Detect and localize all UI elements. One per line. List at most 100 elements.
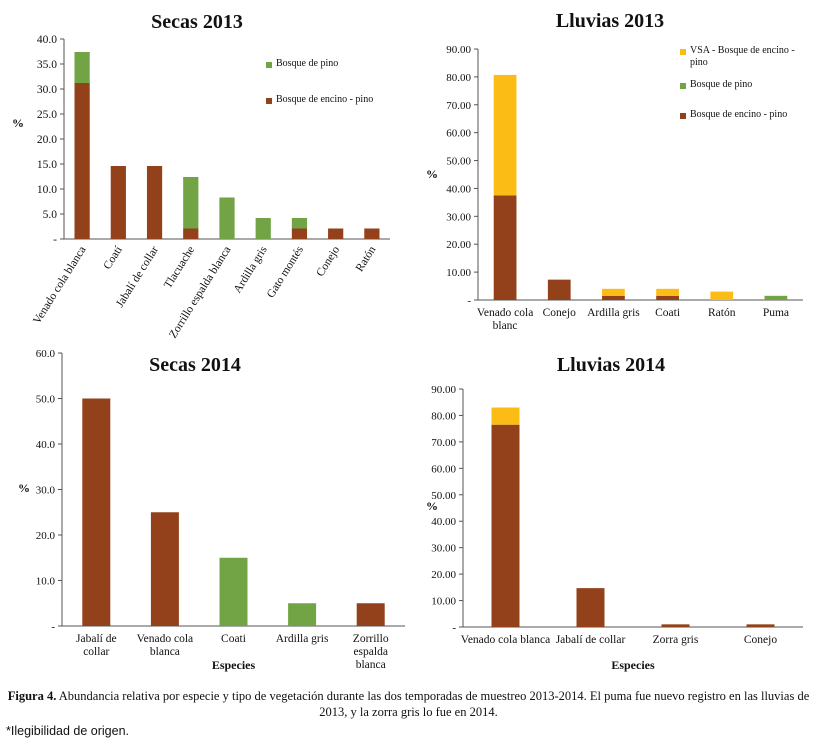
category-label: Jabalí de collar (556, 634, 626, 646)
caption-label: Figura 4. (7, 689, 57, 703)
bar-segment (493, 195, 517, 300)
y-tick-label: 25.0 (37, 109, 57, 121)
y-tick-label: - (467, 295, 471, 307)
legend-swatch (266, 62, 272, 68)
y-axis-label: % (426, 499, 438, 513)
bar-segment (146, 166, 163, 239)
chart-panel-2: Lluvias 2013 - 10.00 20.00 30.00 40.00 50.00 60… (426, 10, 803, 332)
bar-segment (82, 398, 111, 626)
category-label: Zorrillo espalda blanca (353, 633, 389, 671)
y-tick-label: - (452, 622, 456, 634)
y-tick-label: - (51, 621, 55, 633)
chart-panel-3: Secas 2014 - 10.0 20.0 30.0 40.0 50.0 60.0% Jaba… (18, 348, 405, 672)
y-tick-label: - (53, 234, 57, 246)
category-label: Conejo (543, 307, 576, 319)
legend-swatch (680, 113, 686, 119)
y-tick-label: 20.0 (36, 530, 56, 542)
y-tick-label: 90.00 (446, 44, 471, 56)
bar-segment (74, 83, 90, 239)
y-tick-label: 10.00 (446, 267, 471, 279)
category-label: Puma (763, 307, 789, 319)
bar-segment (219, 557, 248, 626)
y-tick-label: 20.00 (446, 239, 471, 251)
category-label: Venado cola blanca (461, 634, 550, 646)
y-tick-label: 40.00 (431, 516, 456, 528)
category-label: Coati (655, 307, 680, 319)
bar-segment (491, 424, 520, 627)
bar-segment (576, 588, 605, 627)
y-tick-label: 90.00 (431, 384, 456, 396)
bar-segment (602, 288, 625, 296)
bar-segment (183, 177, 199, 229)
y-tick-label: 20.00 (431, 569, 456, 581)
x-axis-label: Especies (611, 658, 655, 672)
category-label: Coati (221, 633, 246, 645)
legend-swatch (266, 98, 272, 104)
category-label: Venado cola blanca (31, 244, 89, 326)
chart-panel-1: Secas 2013 - 5.0 10.0 15.0 20.0 25.0 30.0 35.0 40… (12, 11, 390, 340)
category-label: Ardilla gris (276, 633, 329, 645)
bar-segment (183, 228, 199, 239)
legend-swatch (680, 49, 686, 55)
bar-segment (710, 291, 734, 300)
category-label: Ratón (354, 244, 379, 274)
y-tick-label: 10.0 (36, 576, 56, 588)
bar-segment (74, 52, 90, 83)
category-label: Ardilla gris (587, 307, 640, 319)
bar-segment (291, 228, 308, 239)
bar-segment (547, 279, 571, 300)
y-tick-label: 30.00 (446, 211, 471, 223)
category-label: Venado cola blanca (137, 633, 194, 658)
bar-segment (602, 295, 625, 300)
y-tick-label: 15.0 (37, 159, 57, 171)
chart-title: Secas 2013 (151, 11, 243, 33)
bar-segment (661, 624, 690, 627)
category-label: Zorra gris (653, 634, 699, 646)
legend-label: Bosque de encino - pino (276, 94, 373, 105)
figure-caption: Figura 4. Abundancia relativa por especi… (6, 688, 811, 720)
bar-segment (364, 228, 380, 239)
legend-label: Bosque de encino - pino (690, 109, 787, 120)
y-tick-label: 80.00 (431, 410, 456, 422)
y-tick-label: 30.0 (36, 485, 56, 497)
legend-label: VSA - Bosque de encino -pino (690, 45, 795, 68)
category-label: Ratón (708, 307, 736, 319)
bar-segment (150, 512, 179, 626)
bar-segment (110, 166, 126, 239)
footnote: *Ilegibilidad de origen. (6, 724, 130, 738)
category-label: Coatí (101, 244, 125, 272)
chart-title: Secas 2014 (149, 354, 241, 376)
y-tick-label: 10.0 (37, 184, 57, 196)
category-label: Tlacuache (162, 244, 197, 290)
bar-segment (656, 288, 679, 296)
y-axis-label: % (12, 116, 24, 130)
y-tick-label: 60.00 (431, 463, 456, 475)
y-tick-label: 50.00 (431, 490, 456, 502)
y-tick-label: 20.0 (37, 134, 57, 146)
y-tick-label: 70.00 (446, 100, 471, 112)
y-tick-label: 70.00 (431, 437, 456, 449)
caption-text: Abundancia relativa por especie y tipo d… (56, 689, 810, 719)
category-label: Venado cola blanc (477, 307, 534, 332)
x-axis-label: Especies (212, 658, 256, 672)
y-tick-label: 5.0 (43, 209, 58, 221)
y-tick-label: 30.0 (37, 84, 57, 96)
y-tick-label: 35.0 (37, 59, 57, 71)
bar-segment (291, 218, 308, 229)
bar-segment (356, 603, 385, 626)
category-label: Conejo (744, 634, 777, 646)
y-tick-label: 40.0 (36, 439, 56, 451)
bar-segment (491, 407, 520, 425)
bar-segment (255, 218, 271, 239)
bar-segment (219, 197, 235, 239)
legend-label: Bosque de pino (276, 58, 338, 69)
category-label: Ardilla gris (232, 244, 270, 295)
category-label: Conejo (314, 244, 342, 279)
bar-segment (746, 624, 775, 627)
chart-title: Lluvias 2013 (556, 10, 664, 32)
y-tick-label: 50.0 (36, 394, 56, 406)
bar-segment (764, 295, 788, 300)
y-tick-label: 80.00 (446, 72, 471, 84)
y-tick-label: 40.0 (37, 34, 57, 46)
chart-panel-4: Lluvias 2014 - 10.00 20.00 30.00 40.00 50.00 60… (426, 354, 803, 672)
